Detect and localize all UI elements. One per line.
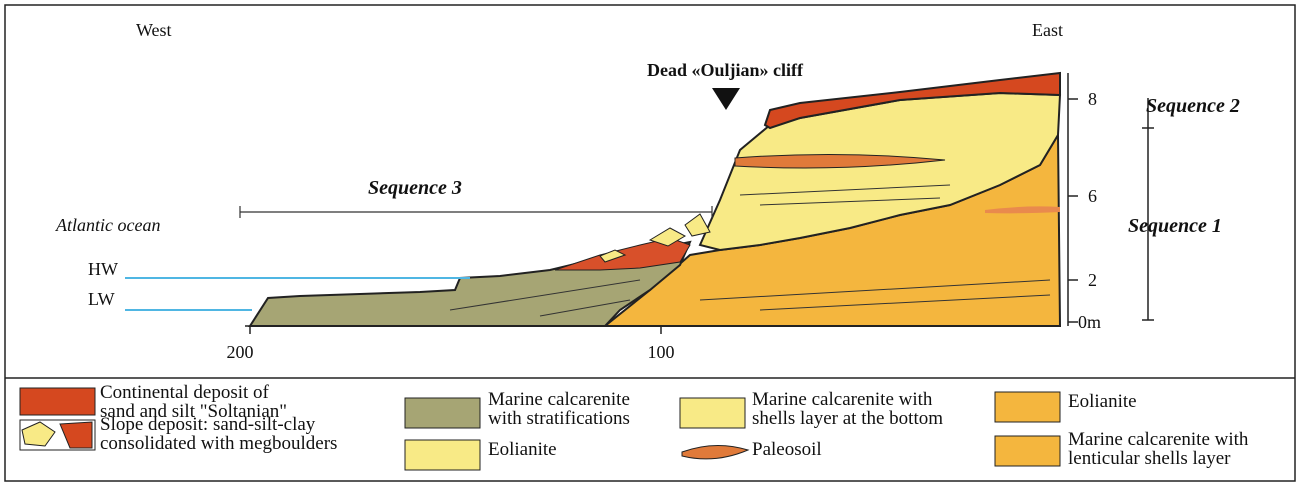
boulder [648, 227, 687, 247]
west-label: West [136, 20, 172, 40]
legend-swatch [994, 435, 1061, 467]
boulder [599, 249, 627, 263]
paleosoil-lens [985, 206, 1060, 214]
legend-swatch [19, 387, 96, 416]
height-label: 8 [1088, 89, 1097, 109]
distance-label: 200 [227, 342, 254, 362]
legend-text: Marine calcarenite with [1068, 429, 1249, 450]
legend-text: Continental deposit of [100, 382, 270, 403]
legend-swatch [679, 397, 746, 429]
height-label: 6 [1088, 186, 1097, 206]
east-label: East [1032, 20, 1063, 40]
distance-label: 100 [648, 342, 675, 362]
axes [245, 73, 1154, 334]
legend-swatch [994, 391, 1061, 423]
legend-text: Marine calcarenite with [752, 389, 933, 410]
legend-text: with stratifications [488, 408, 630, 429]
sequence-3-bracket [239, 206, 713, 218]
eolianite-yellow [698, 91, 1062, 252]
sequence-2: Sequence 2 [1146, 95, 1240, 117]
legend-swatch [404, 439, 481, 471]
legend-boulder [21, 421, 56, 447]
height-label: 2 [1088, 270, 1097, 290]
legend-swatch [681, 444, 750, 460]
legend-boulder [59, 421, 93, 449]
height-label: 0m [1078, 312, 1101, 332]
sequence-3: Sequence 3 [368, 177, 462, 199]
paleosoil [734, 153, 946, 169]
legend-text: shells layer at the bottom [752, 408, 943, 429]
legend-text: Marine calcarenite [488, 389, 630, 410]
stratification [449, 184, 1051, 317]
legend-text: consolidated with megboulders [100, 433, 337, 454]
cliff-marker [712, 88, 740, 110]
sequence-1: Sequence 1 [1128, 215, 1222, 237]
legend-text: lenticular shells layer [1068, 448, 1231, 469]
legend-text: Paleosoil [752, 439, 822, 460]
legend-text: sand and silt "Soltanian" [100, 401, 287, 422]
legend-swatch [404, 397, 481, 429]
legend-text: Slope deposit: sand-silt-clay [100, 414, 316, 435]
continental-deposit [763, 71, 1061, 130]
ocean-label: Atlantic ocean [55, 215, 160, 235]
hw-label: HW [88, 259, 118, 279]
legend-text: Eolianite [1068, 391, 1137, 412]
frame [4, 4, 1296, 482]
legend-text: Eolianite [488, 439, 557, 460]
cliff-label: Dead «Ouljian» cliff [647, 60, 804, 80]
boulder [684, 213, 711, 237]
lw-label: LW [88, 289, 115, 309]
